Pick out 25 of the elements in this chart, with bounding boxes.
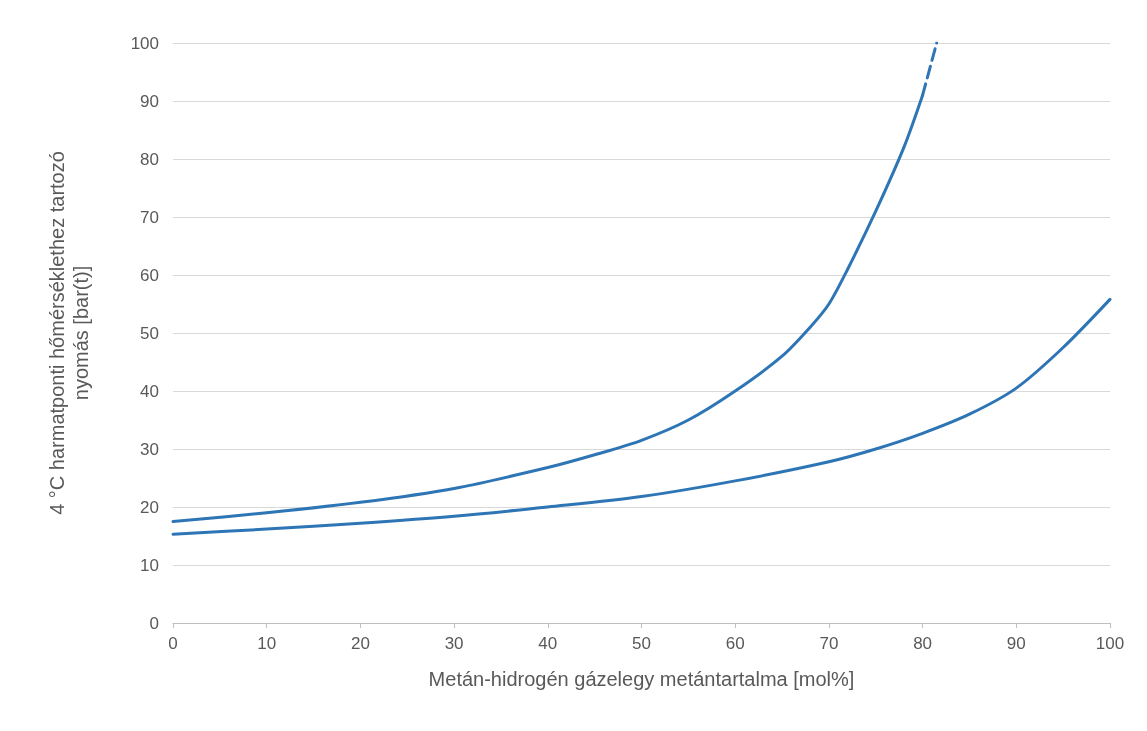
y-tick-label: 80 — [140, 149, 159, 169]
x-axis-title: Metán-hidrogén gázelegy metántartalma [mol%] — [428, 668, 855, 690]
x-tick-label: 60 — [725, 634, 745, 653]
y-tick-label: 30 — [140, 439, 159, 459]
y-axis-title: 4 °C harmatponti hőmérséklethez tartozó nyomás [bar(t)] — [46, 151, 92, 515]
y-tick-label: 90 — [140, 91, 159, 111]
y-tick-label: 50 — [140, 323, 159, 343]
x-tick-label: 100 — [1095, 634, 1125, 653]
x-tick-label: 90 — [1006, 634, 1026, 653]
x-tick-label: 80 — [913, 634, 933, 653]
y-tick-label: 60 — [140, 265, 159, 285]
x-tick-label: 0 — [168, 634, 178, 653]
y-tick-label: 10 — [140, 555, 159, 575]
y-tick-label: 100 — [130, 33, 159, 53]
x-tick-label: 70 — [819, 634, 839, 653]
x-tick-label: 50 — [632, 634, 651, 653]
y-tick-label: 0 — [149, 613, 159, 633]
x-tick-label: 10 — [257, 634, 277, 653]
x-tick-label: 20 — [350, 634, 370, 653]
x-tick-label: 40 — [538, 634, 558, 653]
x-tick-label: 30 — [444, 634, 464, 653]
y-tick-label: 70 — [140, 207, 159, 227]
y-tick-label: 40 — [140, 381, 159, 401]
line-series — [171, 297, 1112, 536]
y-tick-label: 20 — [140, 497, 159, 517]
